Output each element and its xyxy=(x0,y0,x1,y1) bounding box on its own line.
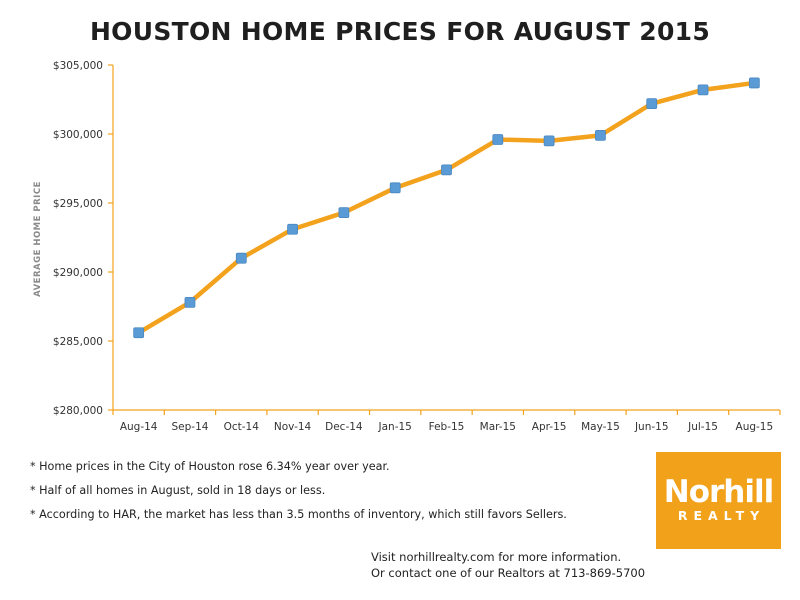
data-point-marker xyxy=(697,84,709,96)
note-price-rise: * Home prices in the City of Houston ros… xyxy=(30,460,390,473)
data-point-marker xyxy=(133,327,145,339)
x-tick-label: Mar-15 xyxy=(480,421,516,433)
logo-subtitle: REALTY xyxy=(677,508,766,523)
y-tick-label: $305,000 xyxy=(53,60,103,72)
y-tick-label: $280,000 xyxy=(53,405,103,417)
x-tick-label: Aug-14 xyxy=(120,421,158,433)
x-tick-label: May-15 xyxy=(581,421,620,433)
x-tick-label: Jan-15 xyxy=(378,421,412,433)
data-point-marker xyxy=(595,129,606,141)
data-point-marker xyxy=(287,223,298,235)
x-tick-label: Sep-14 xyxy=(171,421,208,433)
note-inventory: * According to HAR, the market has less … xyxy=(30,508,567,521)
x-tick-label: Oct-14 xyxy=(224,421,260,433)
x-axis-ticks: Aug-14 Sep-14 Oct-14 Nov-14 Dec-14 Jan-15 Feb-… xyxy=(112,410,781,433)
y-tick-label: $290,000 xyxy=(53,267,103,279)
data-point-marker xyxy=(543,135,555,147)
data-point-marker xyxy=(184,296,196,308)
y-tick-label: $285,000 xyxy=(53,336,103,348)
x-tick-label: Dec-14 xyxy=(325,421,363,433)
line-chart: $280,000 $285,000 $290,000 $295,000 $300,000… xyxy=(33,60,781,433)
contact-info: Visit norhillrealty.com for more informa… xyxy=(371,549,645,581)
x-tick-label: Aug-15 xyxy=(736,421,774,433)
data-point-marker xyxy=(235,252,247,264)
x-tick-label: Nov-14 xyxy=(274,421,312,433)
norhill-realty-logo: Norhill REALTY xyxy=(656,452,781,549)
logo-name: Norhill xyxy=(663,474,774,510)
contact-phone-line: Or contact one of our Realtors at 713-86… xyxy=(371,566,646,580)
x-tick-label: Jul-15 xyxy=(687,421,718,433)
notes-list: * Home prices in the City of Houston ros… xyxy=(30,460,640,532)
y-tick-label: $300,000 xyxy=(53,129,103,141)
x-tick-label: Feb-15 xyxy=(429,421,465,433)
x-tick-label: Jun-15 xyxy=(634,421,669,433)
data-point-marker xyxy=(748,77,760,89)
contact-website-line: Visit norhillrealty.com for more informa… xyxy=(371,550,622,564)
data-point-marker xyxy=(441,164,452,176)
y-axis-ticks: $280,000 $285,000 $290,000 $295,000 $300,000… xyxy=(53,60,113,417)
chart-title: HOUSTON HOME PRICES FOR AUGUST 2015 xyxy=(89,17,711,46)
series-group xyxy=(133,77,760,339)
y-tick-label: $295,000 xyxy=(53,198,103,210)
data-point-marker xyxy=(389,182,401,194)
y-axis-label: AVERAGE HOME PRICE xyxy=(33,181,43,297)
data-point-marker xyxy=(646,98,658,110)
data-point-marker xyxy=(492,134,504,145)
x-tick-label: Apr-15 xyxy=(532,421,567,433)
series-line xyxy=(136,80,757,335)
note-days-on-market: * Half of all homes in August, sold in 1… xyxy=(30,484,326,497)
data-point-marker xyxy=(338,207,350,219)
